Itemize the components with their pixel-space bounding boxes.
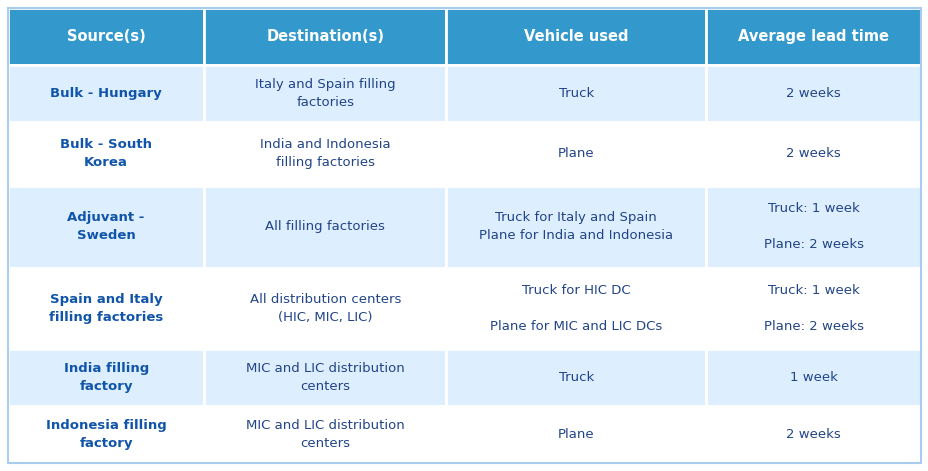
Bar [705,349,920,406]
Text: Truck: Truck [558,87,593,100]
Text: MIC and LIC distribution
centers: MIC and LIC distribution centers [246,362,405,393]
Text: Truck for Italy and Spain
Plane for India and Indonesia: Truck for Italy and Spain Plane for Indi… [479,211,673,243]
Bar [445,349,705,406]
Text: All distribution centers
(HIC, MIC, LIC): All distribution centers (HIC, MIC, LIC) [250,293,401,324]
Text: Adjuvant -
Sweden: Adjuvant - Sweden [68,211,145,243]
Bar [204,8,445,65]
Text: Bulk - Hungary: Bulk - Hungary [50,87,161,100]
Text: India and Indonesia
filling factories: India and Indonesia filling factories [260,138,390,170]
Bar [8,268,204,349]
Bar [204,268,445,349]
Bar [705,8,920,65]
Text: Spain and Italy
filling factories: Spain and Italy filling factories [49,293,163,324]
Text: 2 weeks: 2 weeks [785,428,840,441]
Text: India filling
factory: India filling factory [63,362,148,393]
Text: 2 weeks: 2 weeks [785,87,840,100]
Bar [204,186,445,268]
Text: Average lead time: Average lead time [738,29,888,44]
Bar [705,65,920,122]
Bar [445,186,705,268]
Bar [204,349,445,406]
Text: Bulk - South
Korea: Bulk - South Korea [60,138,152,170]
Text: Source(s): Source(s) [67,29,146,44]
Bar [204,65,445,122]
Text: Truck: Truck [558,371,593,384]
Bar [8,122,204,186]
Bar [445,406,705,463]
Bar [705,186,920,268]
Bar [445,65,705,122]
Bar [445,122,705,186]
Bar [445,8,705,65]
Text: Italy and Spain filling
factories: Italy and Spain filling factories [254,78,395,109]
Bar [8,8,204,65]
Bar [705,268,920,349]
Bar [8,65,204,122]
Text: 1 week: 1 week [789,371,837,384]
Text: Indonesia filling
factory: Indonesia filling factory [45,419,166,450]
Text: MIC and LIC distribution
centers: MIC and LIC distribution centers [246,419,405,450]
Text: Truck: 1 week

Plane: 2 weeks: Truck: 1 week Plane: 2 weeks [763,203,863,252]
Bar [8,186,204,268]
Bar [8,349,204,406]
Text: 2 weeks: 2 weeks [785,147,840,161]
Bar [204,122,445,186]
Text: All filling factories: All filling factories [265,220,385,233]
Bar [705,406,920,463]
Bar [204,406,445,463]
Bar [445,268,705,349]
Text: Vehicle used: Vehicle used [523,29,628,44]
Bar [8,406,204,463]
Text: Plane: Plane [558,428,594,441]
Bar [705,122,920,186]
Text: Truck for HIC DC

Plane for MIC and LIC DCs: Truck for HIC DC Plane for MIC and LIC D… [490,284,662,333]
Text: Plane: Plane [558,147,594,161]
Text: Truck: 1 week

Plane: 2 weeks: Truck: 1 week Plane: 2 weeks [763,284,863,333]
Text: Destination(s): Destination(s) [266,29,384,44]
